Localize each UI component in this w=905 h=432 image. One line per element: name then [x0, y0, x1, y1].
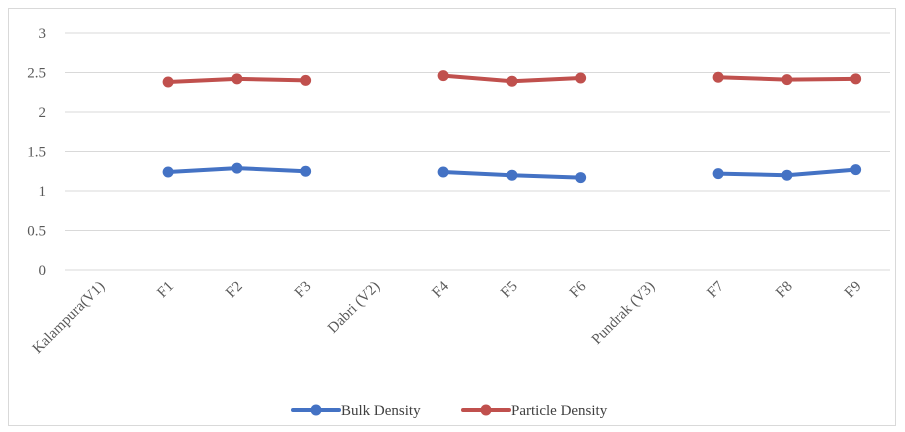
- x-tick-label: Kalampura(V1): [30, 279, 108, 357]
- y-tick-label: 2: [39, 105, 47, 121]
- x-tick-label: Dabri (V2): [325, 279, 383, 337]
- particle-density-point: [437, 70, 449, 82]
- x-tick-label: F5: [498, 279, 521, 302]
- particle-density-point: [162, 76, 174, 88]
- bulk-density-point: [231, 162, 243, 174]
- bulk-density-point: [300, 165, 312, 177]
- particle-density-point: [850, 73, 862, 85]
- x-tick-label: F9: [842, 279, 865, 302]
- y-tick-label: 2.5: [27, 66, 46, 82]
- particle-density-point: [300, 74, 312, 86]
- x-tick-label: F6: [567, 278, 590, 301]
- bulk-density-point: [575, 172, 587, 184]
- x-tick-label: F7: [704, 278, 727, 301]
- particle-density-point: [575, 72, 587, 84]
- y-tick-label: 0: [39, 263, 47, 279]
- bulk-density-legend-label: Bulk Density: [341, 403, 421, 419]
- x-tick-label: F2: [223, 279, 246, 302]
- particle-density-point: [712, 71, 724, 83]
- x-tick-label: F8: [773, 279, 796, 302]
- particle-density-point: [231, 73, 243, 85]
- x-tick-label: F1: [154, 279, 177, 302]
- particle-density-point: [506, 75, 518, 87]
- bulk-density-point: [850, 164, 862, 176]
- bulk-density-point: [781, 169, 793, 181]
- x-tick-label: Pundrak (V3): [589, 279, 658, 348]
- bulk-density-point: [506, 169, 518, 181]
- particle-density-legend-marker: [480, 404, 492, 416]
- y-tick-label: 1: [39, 184, 47, 200]
- bulk-density-legend-marker: [310, 404, 322, 416]
- x-tick-label: F4: [429, 278, 452, 301]
- bulk-density-point: [712, 168, 724, 180]
- particle-density-point: [781, 74, 793, 86]
- bulk-density-point: [437, 166, 449, 178]
- y-tick-label: 1.5: [27, 145, 46, 161]
- x-tick-label: F3: [292, 279, 315, 302]
- y-tick-label: 3: [39, 26, 47, 42]
- particle-density-legend-label: Particle Density: [511, 403, 608, 419]
- bulk-density-point: [162, 166, 174, 178]
- y-tick-label: 0.5: [27, 224, 46, 240]
